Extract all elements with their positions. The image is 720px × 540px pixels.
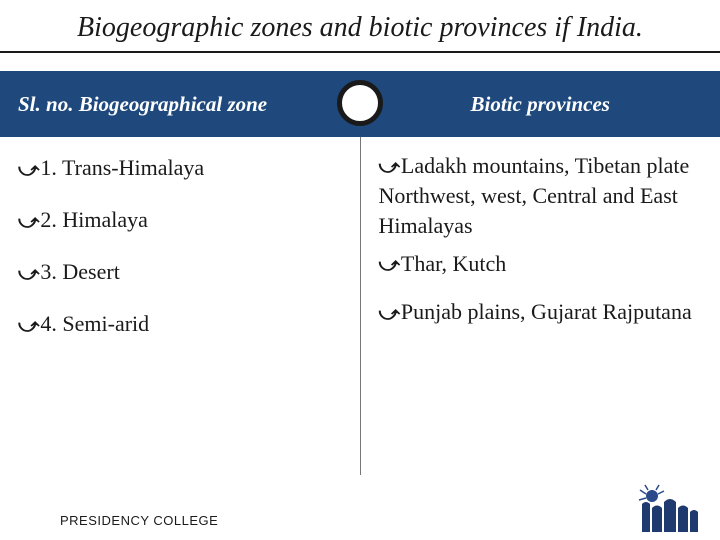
bullet-icon: ⤻ bbox=[379, 154, 397, 181]
province-label: Punjab plains, Gujarat Rajputana bbox=[401, 299, 692, 324]
province-label: Thar, Kutch bbox=[401, 251, 506, 276]
bullet-icon: ⤻ bbox=[18, 259, 36, 289]
list-item: ⤻1. Trans-Himalaya bbox=[18, 151, 342, 185]
bullet-icon: ⤻ bbox=[18, 311, 36, 341]
header-right: Biotic provinces bbox=[361, 84, 720, 125]
table-body: ⤻1. Trans-Himalaya ⤻2. Himalaya ⤻3. Dese… bbox=[0, 137, 720, 475]
list-item: ⤻Ladakh mountains, Tibetan plate Northwe… bbox=[379, 151, 703, 241]
footer-text: PRESIDENCY COLLEGE bbox=[60, 513, 218, 528]
province-label: Ladakh mountains, Tibetan plate Northwes… bbox=[379, 153, 690, 238]
decorative-circle bbox=[337, 80, 383, 126]
column-provinces: ⤻Ladakh mountains, Tibetan plate Northwe… bbox=[361, 137, 720, 475]
bullet-icon: ⤻ bbox=[379, 301, 397, 328]
title-area: Biogeographic zones and biotic provinces… bbox=[0, 0, 720, 53]
list-item: ⤻2. Himalaya bbox=[18, 203, 342, 237]
column-zones: ⤻1. Trans-Himalaya ⤻2. Himalaya ⤻3. Dese… bbox=[0, 137, 361, 475]
list-item: ⤻Punjab plains, Gujarat Rajputana bbox=[379, 297, 703, 327]
bullet-icon: ⤻ bbox=[18, 207, 36, 237]
slide: Biogeographic zones and biotic provinces… bbox=[0, 0, 720, 540]
slide-title: Biogeographic zones and biotic provinces… bbox=[20, 10, 700, 45]
list-item: ⤻Thar, Kutch bbox=[379, 249, 703, 279]
zone-label: 1. Trans-Himalaya bbox=[40, 155, 204, 180]
zone-label: 3. Desert bbox=[40, 259, 119, 284]
zone-label: 4. Semi-arid bbox=[40, 311, 149, 336]
bullet-icon: ⤻ bbox=[379, 252, 397, 279]
list-item: ⤻4. Semi-arid bbox=[18, 307, 342, 341]
zone-label: 2. Himalaya bbox=[40, 207, 148, 232]
college-logo-icon bbox=[634, 484, 704, 534]
header-left: Sl. no. Biogeographical zone bbox=[0, 83, 361, 125]
bullet-icon: ⤻ bbox=[18, 155, 36, 185]
list-item: ⤻3. Desert bbox=[18, 255, 342, 289]
